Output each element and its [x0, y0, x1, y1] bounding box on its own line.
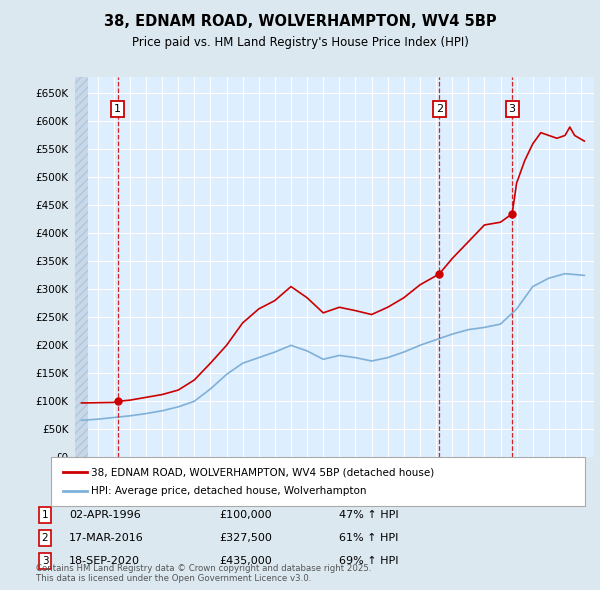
Text: 1: 1 [41, 510, 49, 520]
Text: 1: 1 [114, 104, 121, 114]
Text: £327,500: £327,500 [219, 533, 272, 543]
Text: HPI: Average price, detached house, Wolverhampton: HPI: Average price, detached house, Wolv… [91, 486, 367, 496]
Text: 2: 2 [41, 533, 49, 543]
Text: Price paid vs. HM Land Registry's House Price Index (HPI): Price paid vs. HM Land Registry's House … [131, 36, 469, 49]
Text: £100,000: £100,000 [219, 510, 272, 520]
Text: 61% ↑ HPI: 61% ↑ HPI [339, 533, 398, 543]
Text: 02-APR-1996: 02-APR-1996 [69, 510, 141, 520]
Text: 17-MAR-2016: 17-MAR-2016 [69, 533, 144, 543]
Text: Contains HM Land Registry data © Crown copyright and database right 2025.
This d: Contains HM Land Registry data © Crown c… [36, 563, 371, 583]
Text: 2: 2 [436, 104, 443, 114]
Text: 18-SEP-2020: 18-SEP-2020 [69, 556, 140, 566]
Text: 3: 3 [41, 556, 49, 566]
Text: £435,000: £435,000 [219, 556, 272, 566]
Text: 47% ↑ HPI: 47% ↑ HPI [339, 510, 398, 520]
Text: 38, EDNAM ROAD, WOLVERHAMPTON, WV4 5BP (detached house): 38, EDNAM ROAD, WOLVERHAMPTON, WV4 5BP (… [91, 467, 434, 477]
Text: 38, EDNAM ROAD, WOLVERHAMPTON, WV4 5BP: 38, EDNAM ROAD, WOLVERHAMPTON, WV4 5BP [104, 14, 496, 28]
Text: 3: 3 [509, 104, 515, 114]
Bar [75, 77, 88, 457]
Text: 69% ↑ HPI: 69% ↑ HPI [339, 556, 398, 566]
